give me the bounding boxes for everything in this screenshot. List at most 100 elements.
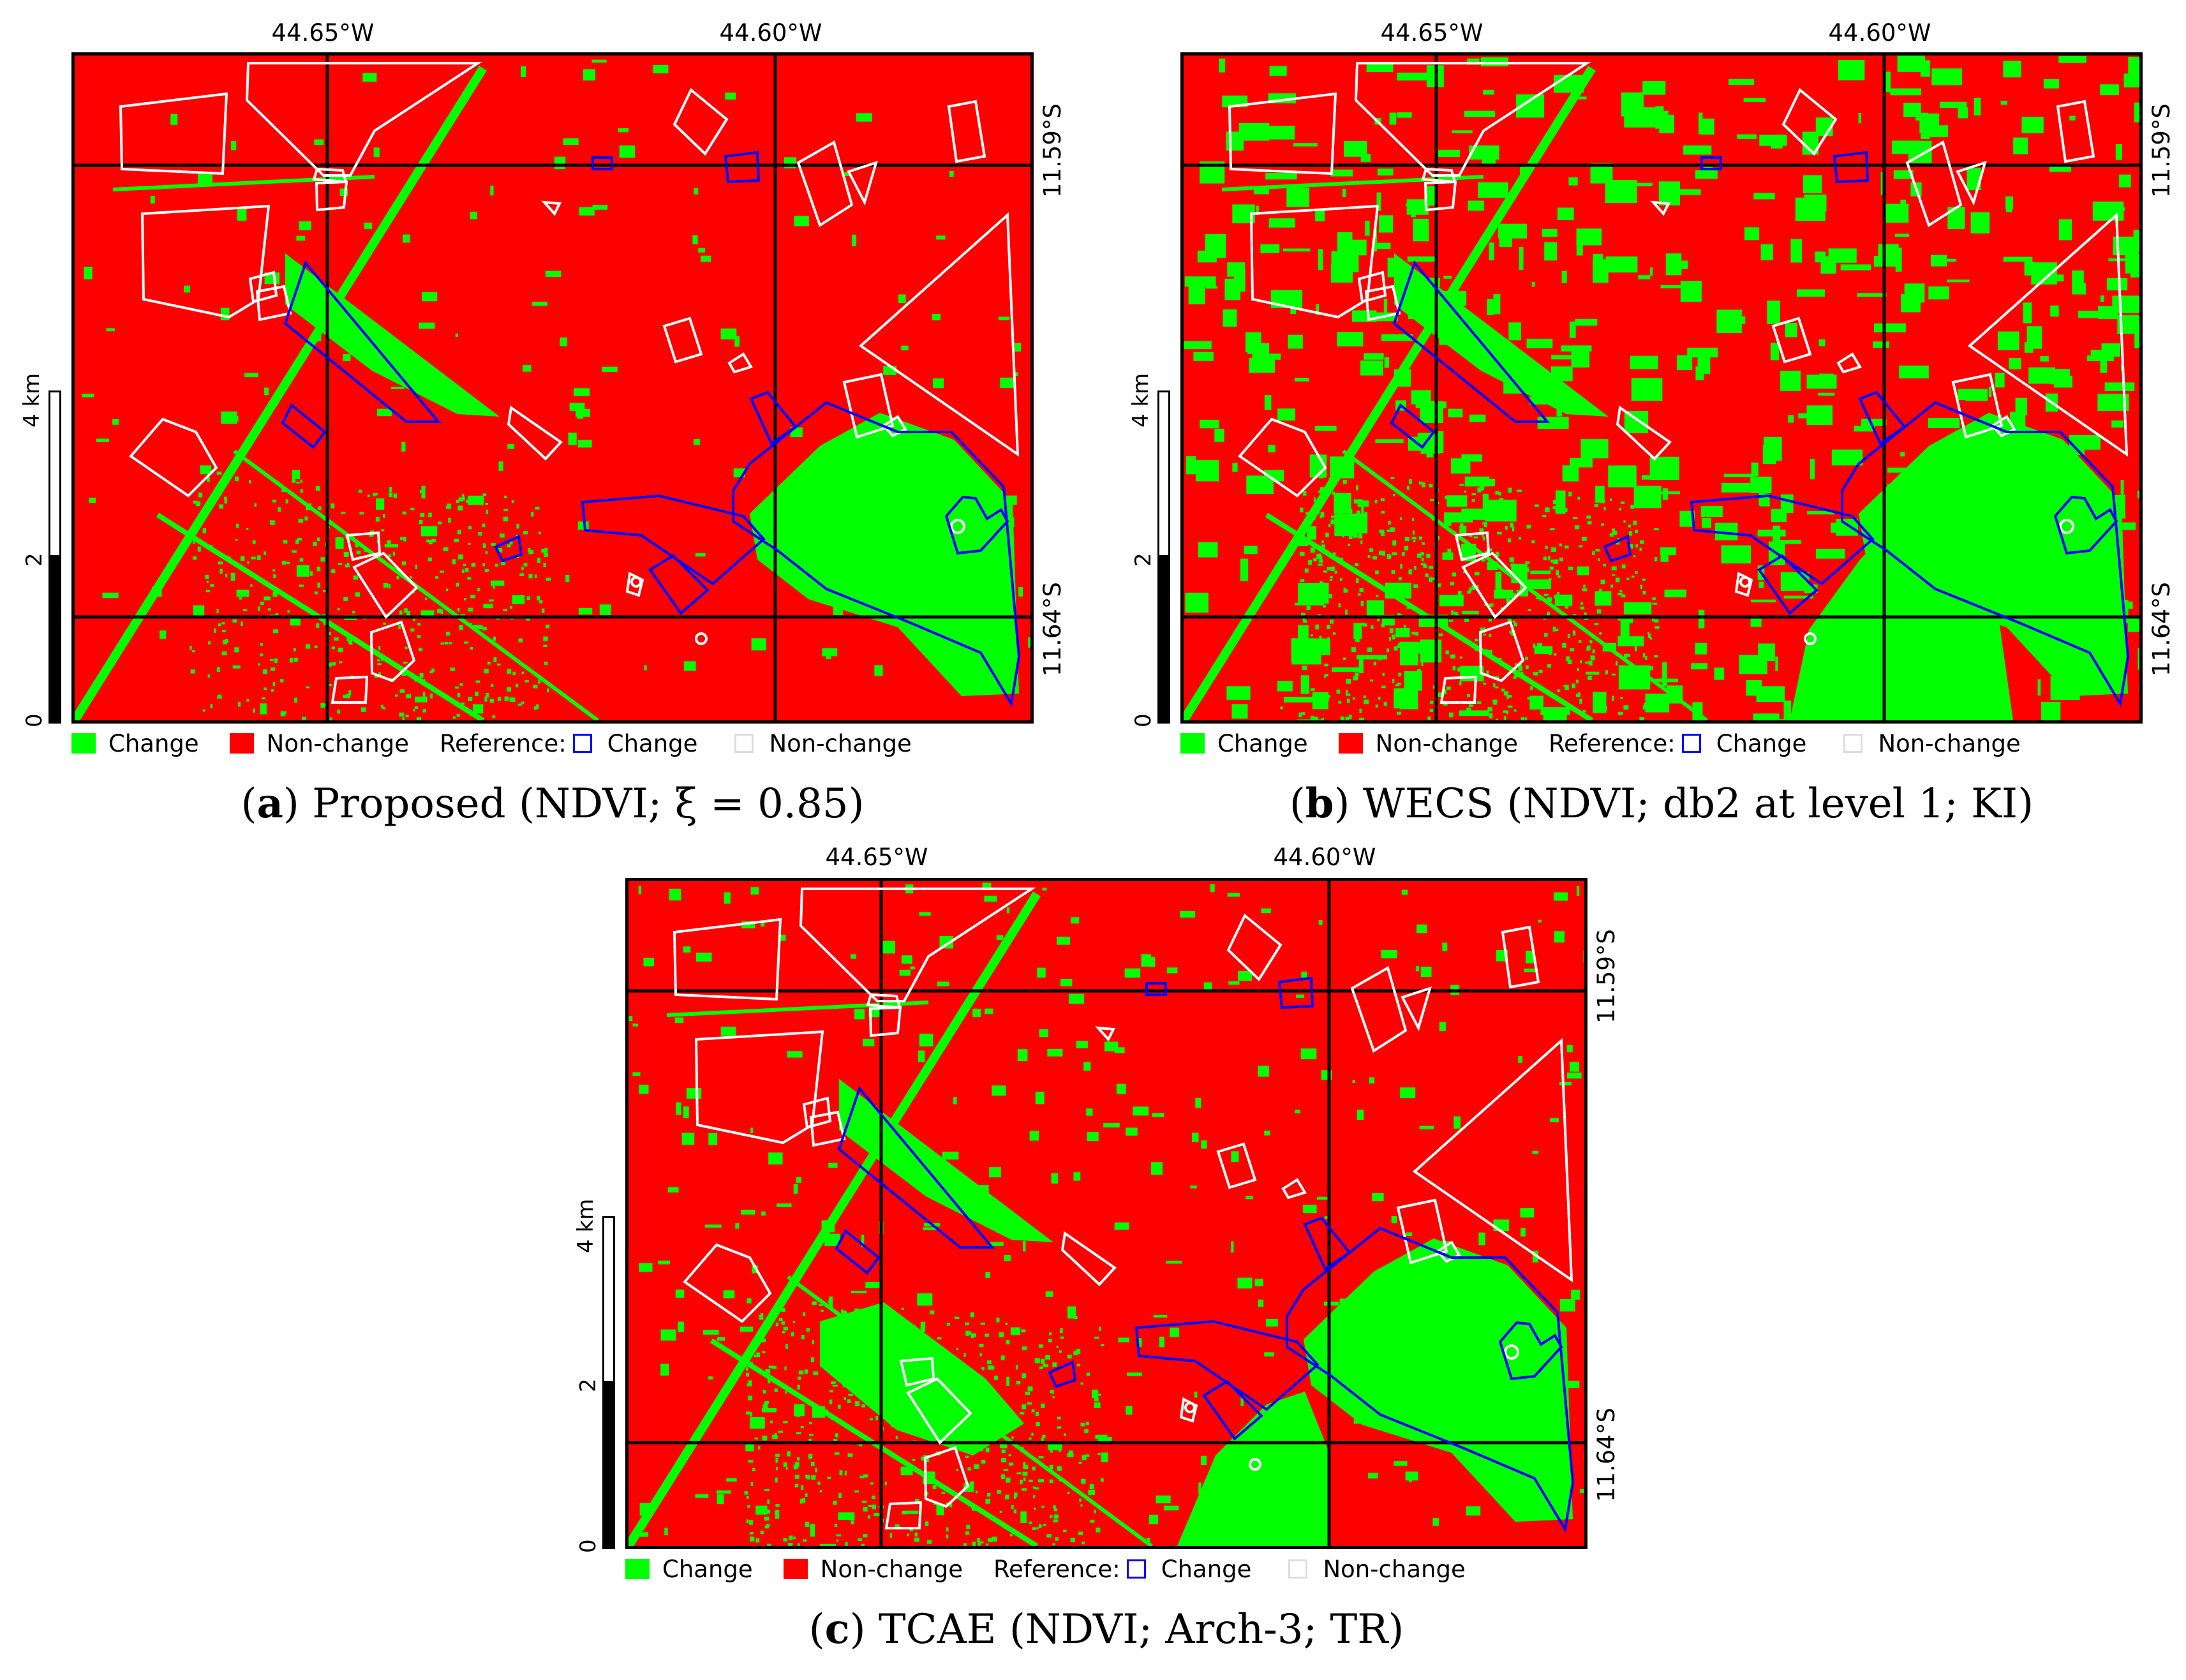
change-patch (1702, 517, 1711, 528)
change-speckle (1445, 495, 1448, 500)
change-speckle (1487, 548, 1492, 552)
change-speckle (981, 1367, 985, 1369)
change-speckle (1474, 572, 1480, 576)
change-speckle (1084, 1429, 1089, 1433)
change-speckle (798, 1370, 804, 1375)
change-patch (694, 188, 699, 195)
change-patch (675, 1290, 685, 1298)
change-speckle (464, 641, 469, 644)
change-speckle (1003, 1468, 1009, 1471)
change-patch (1785, 323, 1797, 338)
change-patch (619, 145, 635, 158)
change-speckle (793, 1464, 798, 1469)
change-speckle (938, 1401, 944, 1403)
change-patch (1568, 177, 1578, 186)
reference-change-polygon (1833, 151, 1870, 184)
change-speckle (383, 706, 385, 710)
change-patch (982, 882, 992, 888)
change-patch (1988, 387, 1992, 397)
change-patch (761, 921, 765, 927)
change-speckle (493, 636, 496, 641)
change-patch (1931, 255, 1947, 267)
change-speckle (389, 492, 393, 497)
reference-non-change-polygon (129, 417, 218, 498)
change-patch (1020, 1511, 1027, 1523)
change-patch (1972, 545, 1975, 549)
change-patch (701, 255, 711, 262)
change-patch (498, 461, 503, 471)
change-speckle (456, 500, 459, 503)
change-speckle (925, 1521, 929, 1526)
change-patch (639, 1085, 649, 1094)
change-patch (628, 1016, 633, 1021)
change-speckle (1099, 1437, 1103, 1441)
change-patch (1499, 1478, 1505, 1487)
change-patch (1381, 949, 1397, 958)
change-speckle (1022, 1346, 1027, 1351)
change-speckle (986, 1543, 988, 1546)
reference-change-polygon (1498, 1321, 1563, 1381)
change-speckle (859, 1475, 865, 1478)
legend-ref-non-change-swatch (734, 734, 754, 753)
change-speckle (1089, 1484, 1094, 1489)
change-speckle (392, 551, 395, 556)
change-patch (1194, 1391, 1198, 1398)
reference-non-change-circle (1184, 1402, 1196, 1413)
change-speckle (831, 1418, 836, 1420)
change-speckle (537, 595, 540, 601)
change-speckle (455, 686, 459, 689)
change-speckle (267, 608, 271, 611)
change-patch (1377, 168, 1394, 175)
change-patch (2104, 382, 2135, 391)
change-patch (84, 267, 93, 279)
reference-non-change-polygon (673, 87, 729, 156)
reference-non-change-circle (1739, 576, 1751, 588)
change-speckle (1363, 695, 1366, 698)
change-speckle (1034, 1487, 1039, 1490)
change-patch (1186, 456, 1196, 475)
change-speckle (994, 1375, 998, 1380)
change-patch (1244, 546, 1258, 554)
change-speckle (406, 694, 411, 699)
change-speckle (432, 539, 436, 543)
change-speckle (944, 1406, 946, 1411)
change-speckle (493, 584, 495, 589)
change-patch (1526, 338, 1553, 348)
change-patch (1126, 1406, 1133, 1415)
change-patch (560, 337, 567, 346)
change-patch (1775, 657, 1778, 671)
change-speckle (1526, 524, 1531, 529)
change-speckle (225, 573, 228, 577)
change-speckle (1345, 523, 1348, 528)
change-speckle (394, 694, 398, 697)
change-patch (674, 1017, 684, 1023)
change-speckle (1501, 515, 1506, 518)
change-speckle (531, 512, 534, 517)
change-speckle (1009, 1533, 1013, 1536)
change-speckle (507, 544, 511, 547)
change-speckle (1592, 649, 1595, 653)
change-patch (2000, 100, 2007, 105)
reference-non-change-polygon (1354, 62, 1591, 177)
change-speckle (850, 1312, 852, 1315)
change-patch (1649, 456, 1679, 480)
scale-tick-0: 0 (576, 1539, 601, 1553)
change-speckle (1304, 600, 1307, 605)
change-speckle (1482, 504, 1486, 508)
change-speckle (872, 1505, 876, 1510)
change-speckle (1342, 535, 1344, 538)
change-speckle (446, 588, 449, 591)
change-speckle (387, 540, 391, 544)
change-speckle (1432, 685, 1436, 689)
change-speckle (1489, 713, 1493, 718)
change-speckle (1612, 528, 1615, 532)
change-patch (1394, 688, 1418, 709)
change-speckle (1387, 589, 1392, 591)
change-patch (996, 1228, 1013, 1233)
change-speckle (1647, 634, 1651, 638)
change-speckle (404, 608, 408, 613)
lat-label-bottom: 11.64°S (2148, 582, 2175, 676)
change-speckle (1612, 574, 1615, 576)
change-patch (1240, 558, 1249, 581)
change-speckle (1050, 1515, 1053, 1518)
